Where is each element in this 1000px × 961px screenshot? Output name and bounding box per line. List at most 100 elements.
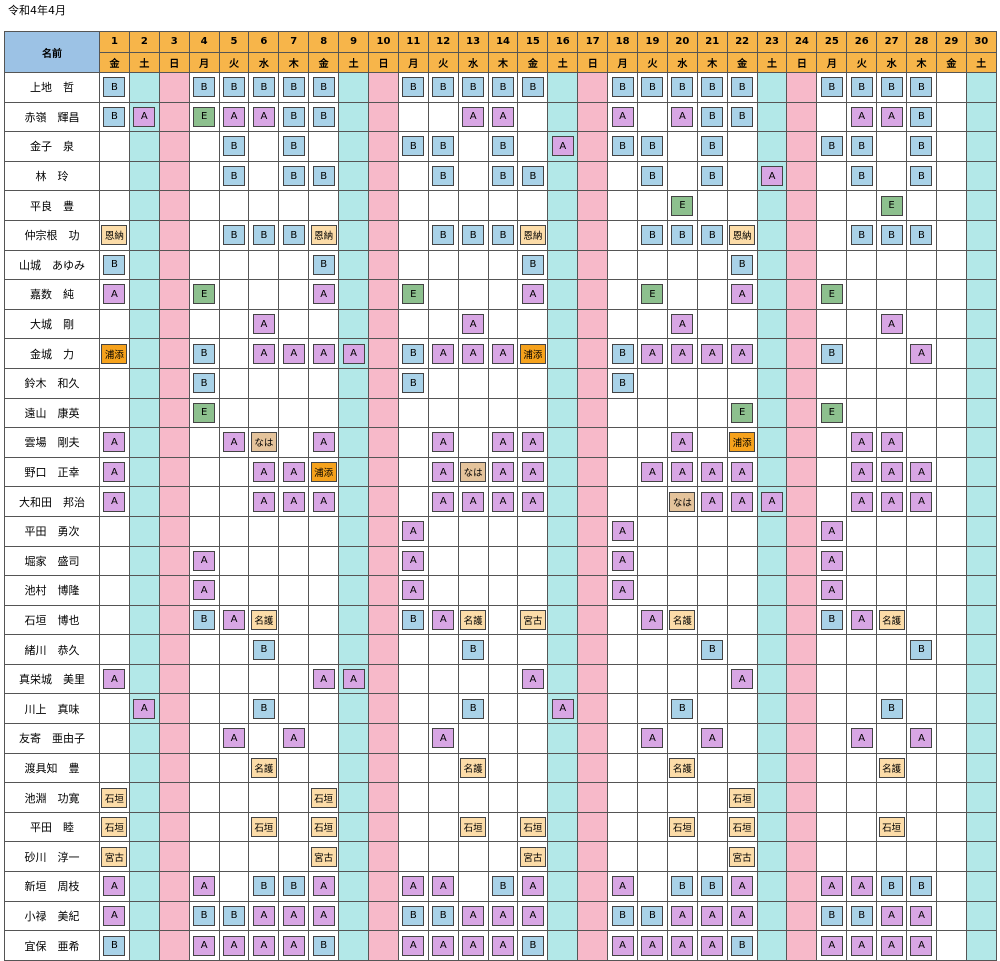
schedule-cell[interactable]	[308, 634, 340, 665]
schedule-cell[interactable]	[397, 190, 429, 221]
schedule-cell[interactable]	[368, 575, 399, 606]
schedule-cell[interactable]: A	[846, 427, 878, 458]
schedule-cell[interactable]: B	[278, 131, 310, 162]
schedule-cell[interactable]	[427, 279, 459, 310]
schedule-cell[interactable]	[786, 575, 818, 606]
schedule-cell[interactable]: B	[816, 72, 848, 103]
schedule-cell[interactable]: A	[906, 338, 937, 369]
schedule-cell[interactable]: 石垣	[726, 811, 758, 843]
schedule-cell[interactable]	[188, 219, 220, 251]
schedule-cell[interactable]	[666, 515, 698, 547]
schedule-cell[interactable]: A	[278, 456, 310, 488]
schedule-cell[interactable]	[427, 782, 459, 813]
schedule-cell[interactable]: A	[607, 101, 639, 133]
schedule-cell[interactable]: 名護	[876, 752, 908, 784]
schedule-cell[interactable]	[158, 397, 190, 429]
schedule-cell[interactable]	[846, 397, 878, 429]
schedule-cell[interactable]: A	[427, 427, 459, 458]
schedule-cell[interactable]	[816, 160, 848, 192]
schedule-cell[interactable]	[158, 752, 190, 784]
schedule-cell[interactable]	[338, 871, 370, 902]
schedule-cell[interactable]	[397, 397, 429, 429]
schedule-cell[interactable]: E	[637, 279, 668, 310]
schedule-cell[interactable]	[128, 160, 160, 192]
schedule-cell[interactable]	[517, 575, 549, 606]
schedule-cell[interactable]	[188, 486, 220, 517]
schedule-cell[interactable]: A	[99, 900, 130, 932]
schedule-cell[interactable]	[786, 515, 818, 547]
schedule-cell[interactable]	[338, 782, 370, 813]
schedule-cell[interactable]	[368, 900, 399, 932]
schedule-cell[interactable]	[248, 723, 280, 754]
schedule-cell[interactable]: B	[517, 160, 549, 192]
schedule-cell[interactable]: B	[188, 367, 220, 399]
schedule-cell[interactable]	[786, 456, 818, 488]
schedule-cell[interactable]	[906, 604, 937, 636]
schedule-cell[interactable]: B	[607, 338, 639, 369]
schedule-cell[interactable]	[816, 841, 848, 873]
schedule-cell[interactable]	[188, 249, 220, 281]
schedule-cell[interactable]	[935, 160, 967, 192]
schedule-cell[interactable]	[577, 782, 609, 813]
schedule-cell[interactable]	[128, 545, 160, 577]
schedule-cell[interactable]	[816, 456, 848, 488]
schedule-cell[interactable]	[786, 160, 818, 192]
schedule-cell[interactable]: B	[906, 160, 937, 192]
schedule-cell[interactable]	[726, 723, 758, 754]
schedule-cell[interactable]	[577, 367, 609, 399]
schedule-cell[interactable]: A	[846, 486, 878, 517]
schedule-cell[interactable]	[876, 782, 908, 813]
schedule-cell[interactable]: B	[607, 72, 639, 103]
schedule-cell[interactable]	[457, 397, 489, 429]
schedule-cell[interactable]	[547, 219, 579, 251]
schedule-cell[interactable]	[935, 279, 967, 310]
schedule-cell[interactable]: E	[188, 397, 220, 429]
schedule-cell[interactable]	[876, 663, 908, 695]
schedule-cell[interactable]	[965, 575, 997, 606]
schedule-cell[interactable]	[517, 634, 549, 665]
schedule-cell[interactable]	[816, 811, 848, 843]
schedule-cell[interactable]: A	[427, 338, 459, 369]
schedule-cell[interactable]	[487, 693, 519, 725]
schedule-cell[interactable]	[696, 249, 728, 281]
schedule-cell[interactable]	[188, 131, 220, 162]
schedule-cell[interactable]	[786, 486, 818, 517]
schedule-cell[interactable]	[368, 101, 399, 133]
schedule-cell[interactable]: B	[607, 367, 639, 399]
schedule-cell[interactable]: B	[487, 72, 519, 103]
schedule-cell[interactable]	[368, 367, 399, 399]
schedule-cell[interactable]	[368, 663, 399, 695]
schedule-cell[interactable]	[965, 604, 997, 636]
schedule-cell[interactable]: A	[218, 723, 250, 754]
schedule-cell[interactable]	[577, 101, 609, 133]
schedule-cell[interactable]	[368, 545, 399, 577]
schedule-cell[interactable]	[756, 72, 788, 103]
schedule-cell[interactable]: A	[487, 456, 519, 488]
schedule-cell[interactable]	[607, 160, 639, 192]
schedule-cell[interactable]	[756, 190, 788, 221]
schedule-cell[interactable]	[158, 515, 190, 547]
schedule-cell[interactable]	[577, 900, 609, 932]
schedule-cell[interactable]	[427, 367, 459, 399]
schedule-cell[interactable]	[368, 456, 399, 488]
schedule-cell[interactable]	[756, 219, 788, 251]
schedule-cell[interactable]	[547, 427, 579, 458]
schedule-cell[interactable]	[846, 338, 878, 369]
schedule-cell[interactable]: B	[457, 693, 489, 725]
schedule-cell[interactable]	[99, 131, 130, 162]
schedule-cell[interactable]	[158, 900, 190, 932]
schedule-cell[interactable]	[935, 190, 967, 221]
schedule-cell[interactable]: A	[278, 723, 310, 754]
schedule-cell[interactable]	[666, 249, 698, 281]
schedule-cell[interactable]	[935, 575, 967, 606]
schedule-cell[interactable]	[308, 397, 340, 429]
schedule-cell[interactable]	[696, 575, 728, 606]
schedule-cell[interactable]: B	[457, 219, 489, 251]
schedule-cell[interactable]: B	[876, 871, 908, 902]
schedule-cell[interactable]: A	[188, 575, 220, 606]
schedule-cell[interactable]	[547, 752, 579, 784]
schedule-cell[interactable]: B	[696, 72, 728, 103]
schedule-cell[interactable]	[158, 841, 190, 873]
schedule-cell[interactable]	[368, 634, 399, 665]
schedule-cell[interactable]: A	[99, 871, 130, 902]
